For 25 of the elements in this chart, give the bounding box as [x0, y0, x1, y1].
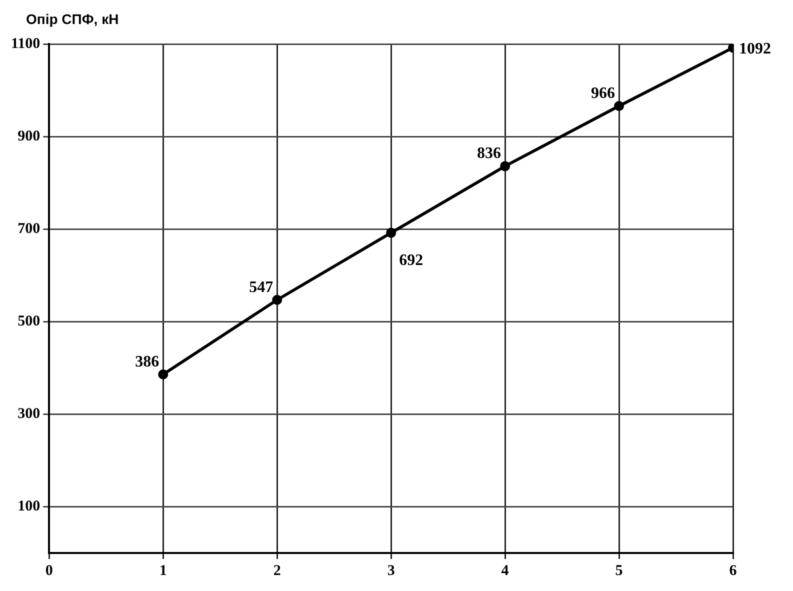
y-tick-label: 900: [18, 128, 40, 144]
y-tick-label: 1100: [10, 36, 40, 52]
data-label: 966: [591, 85, 616, 102]
y-tick-label: 700: [18, 220, 40, 237]
point: [500, 161, 510, 172]
x-tick-label: 1: [159, 562, 167, 579]
y-tick-label: 100: [18, 498, 40, 515]
y-tick-label: 300: [18, 406, 40, 422]
x-tick-label: 5: [615, 562, 623, 579]
point: [158, 369, 168, 380]
x-tick-label: 0: [45, 562, 53, 579]
data-label: 836: [477, 145, 502, 162]
data-label: 692: [399, 252, 424, 269]
point: [272, 294, 282, 305]
data-label: 1092: [739, 40, 771, 58]
x-tick-label: 6: [729, 562, 738, 579]
x-tick-label: 3: [387, 562, 395, 579]
y-axis-title: Опір СПФ, кН: [26, 11, 119, 27]
x-tick-label: 2: [273, 562, 281, 579]
point: [614, 101, 624, 112]
y-tick-label: 500: [18, 314, 40, 330]
data-label: 547: [249, 278, 274, 296]
point: [386, 228, 396, 238]
data-label: 386: [135, 353, 160, 370]
x-tick-label: 4: [501, 562, 510, 579]
